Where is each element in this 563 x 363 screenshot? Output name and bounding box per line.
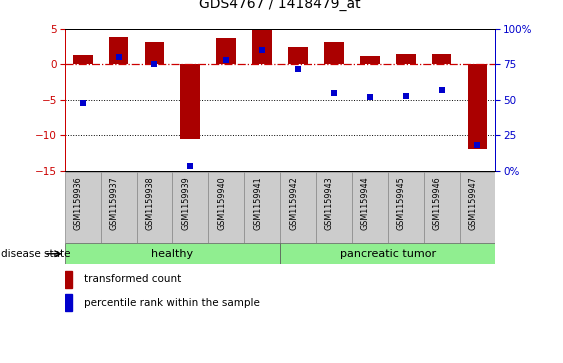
Text: healthy: healthy xyxy=(151,249,194,259)
Bar xyxy=(324,42,344,65)
Text: GSM1159947: GSM1159947 xyxy=(468,176,477,230)
Point xyxy=(258,47,267,53)
Bar xyxy=(216,38,236,65)
Text: GSM1159946: GSM1159946 xyxy=(432,176,441,229)
Bar xyxy=(181,65,200,139)
Bar xyxy=(280,172,316,243)
Bar xyxy=(65,271,72,288)
Point xyxy=(401,93,410,98)
Bar xyxy=(424,172,459,243)
Point xyxy=(329,90,338,95)
Bar xyxy=(316,172,352,243)
Bar xyxy=(208,172,244,243)
Bar xyxy=(109,37,128,65)
Text: GDS4767 / 1418479_at: GDS4767 / 1418479_at xyxy=(199,0,361,11)
Bar xyxy=(244,172,280,243)
Bar xyxy=(288,47,308,65)
Point xyxy=(150,61,159,68)
Bar xyxy=(137,172,172,243)
Point xyxy=(365,94,374,100)
Bar xyxy=(252,30,272,65)
Text: GSM1159943: GSM1159943 xyxy=(325,176,334,229)
Bar xyxy=(172,172,208,243)
Text: percentile rank within the sample: percentile rank within the sample xyxy=(84,298,260,308)
Point xyxy=(293,66,302,72)
Bar xyxy=(73,55,92,65)
Bar xyxy=(459,172,495,243)
Bar xyxy=(352,172,388,243)
Text: GSM1159941: GSM1159941 xyxy=(253,176,262,229)
Bar xyxy=(360,56,379,65)
Text: pancreatic tumor: pancreatic tumor xyxy=(339,249,436,259)
Bar xyxy=(396,54,415,65)
Point xyxy=(437,87,446,93)
Text: GSM1159937: GSM1159937 xyxy=(110,176,119,230)
Text: GSM1159938: GSM1159938 xyxy=(145,176,154,229)
Bar xyxy=(145,42,164,65)
Text: GSM1159942: GSM1159942 xyxy=(289,176,298,230)
Bar xyxy=(432,54,452,65)
Point xyxy=(114,54,123,60)
Bar xyxy=(65,294,72,311)
Text: GSM1159939: GSM1159939 xyxy=(181,176,190,230)
Text: transformed count: transformed count xyxy=(84,274,181,284)
Point xyxy=(78,100,87,106)
Bar xyxy=(388,172,424,243)
Point xyxy=(222,57,231,63)
Text: disease state: disease state xyxy=(1,249,70,259)
Bar xyxy=(468,65,488,150)
Text: GSM1159944: GSM1159944 xyxy=(361,176,370,229)
Bar xyxy=(280,243,495,264)
Text: GSM1159945: GSM1159945 xyxy=(397,176,406,230)
Point xyxy=(186,163,195,169)
Text: GSM1159940: GSM1159940 xyxy=(217,176,226,229)
Text: GSM1159936: GSM1159936 xyxy=(74,176,83,229)
Bar xyxy=(101,172,137,243)
Bar xyxy=(65,243,280,264)
Point xyxy=(473,142,482,148)
Bar xyxy=(65,172,101,243)
